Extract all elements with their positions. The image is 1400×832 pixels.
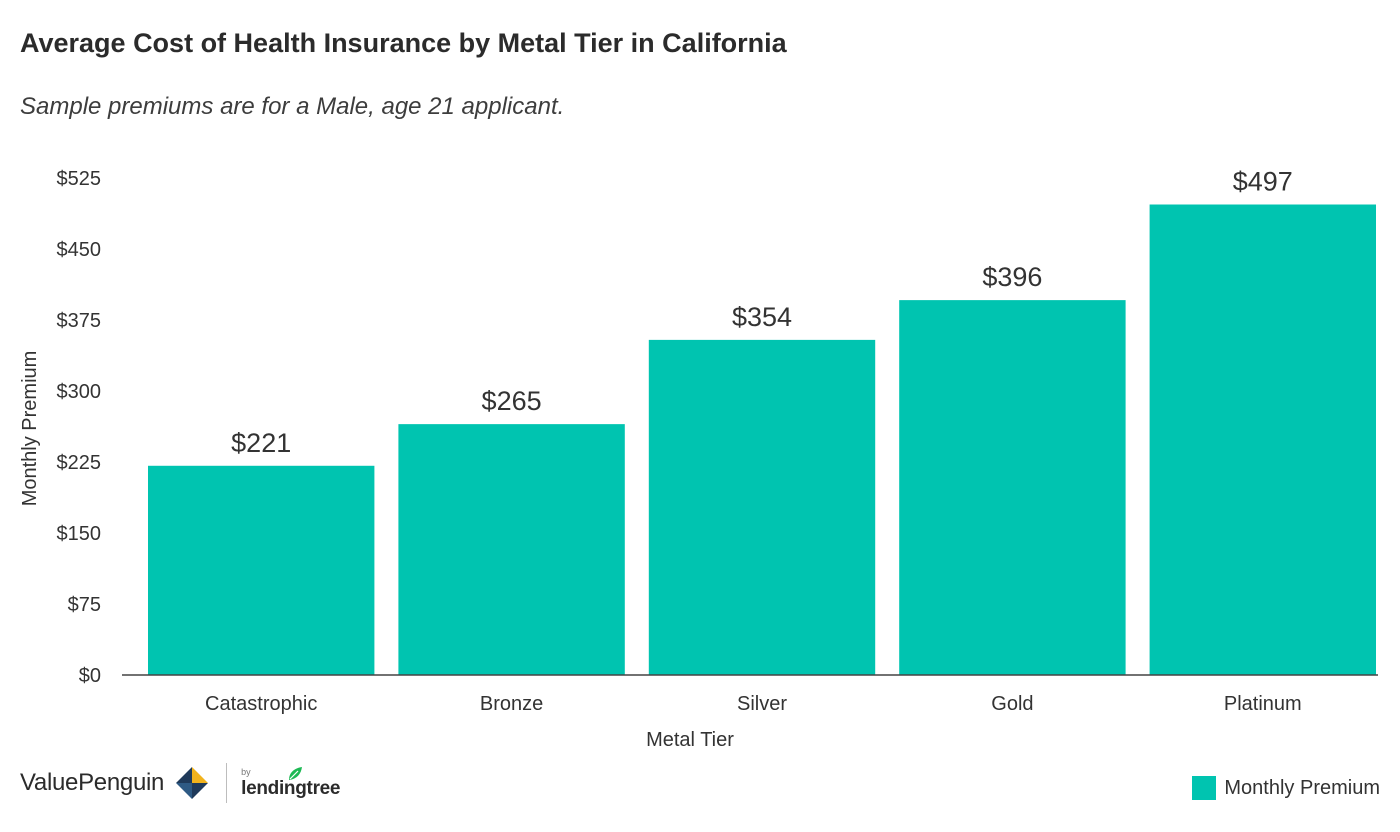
bar (1149, 204, 1376, 676)
bar-value-label: $497 (1233, 167, 1293, 197)
bar (899, 300, 1126, 675)
bar (648, 339, 876, 675)
legend-swatch (1192, 776, 1217, 800)
y-tick-label: $375 (57, 310, 102, 332)
bar-value-label: $221 (231, 428, 291, 458)
chart-title: Average Cost of Health Insurance by Meta… (20, 28, 787, 58)
valuepenguin-logo-icon (176, 767, 209, 799)
chart-legend: Monthly Premium (1192, 776, 1380, 800)
y-tick-label: $150 (57, 523, 102, 545)
footer-logo: ValuePenguin by lendingtree (20, 760, 341, 806)
legend-label: Monthly Premium (1224, 776, 1380, 799)
y-tick-label: $75 (68, 594, 101, 616)
leaf-icon (289, 766, 303, 780)
lendingtree-logo: by lendingtree (241, 766, 341, 799)
x-axis-label: Metal Tier (646, 729, 734, 751)
valuepenguin-wordmark: ValuePenguin (20, 769, 165, 796)
chart-subtitle: Sample premiums are for a Male, age 21 a… (20, 93, 565, 120)
x-tick-label: Platinum (1224, 693, 1302, 715)
bar-value-label: $396 (982, 262, 1042, 292)
y-tick-label: $0 (79, 665, 101, 687)
bar (148, 465, 375, 675)
x-tick-label: Bronze (480, 693, 543, 715)
y-tick-label: $525 (57, 168, 102, 190)
lendingtree-by-text: by (241, 766, 251, 777)
y-tick-label: $450 (57, 239, 102, 261)
x-tick-label: Silver (737, 693, 787, 715)
y-tick-label: $300 (57, 381, 102, 403)
bar-chart: $0 $75 $150 $225 $300 $375 $450 $525 Monthly Pre… (19, 167, 1378, 751)
bar (398, 424, 625, 675)
y-axis-label: Monthly Premium (19, 351, 41, 507)
bar-value-label: $354 (732, 302, 792, 332)
x-tick-label: Catastrophic (205, 693, 317, 715)
logo-divider (226, 763, 228, 803)
lendingtree-wordmark: lendingtree (241, 777, 341, 799)
bar-value-label: $265 (482, 386, 542, 416)
y-tick-label: $225 (57, 452, 102, 474)
x-tick-label: Gold (991, 693, 1033, 715)
